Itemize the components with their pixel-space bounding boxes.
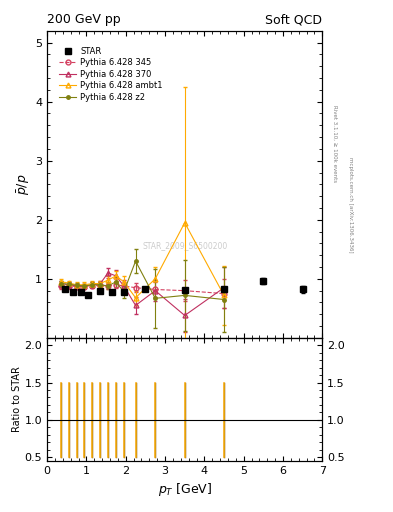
Text: Rivet 3.1.10, ≥ 100k events: Rivet 3.1.10, ≥ 100k events	[332, 105, 337, 182]
Y-axis label: Ratio to STAR: Ratio to STAR	[12, 367, 22, 432]
Text: STAR_2009_S6500200: STAR_2009_S6500200	[142, 241, 227, 250]
Y-axis label: $\bar{p}/p$: $\bar{p}/p$	[16, 174, 32, 195]
Text: Soft QCD: Soft QCD	[265, 13, 322, 26]
Legend: STAR, Pythia 6.428 345, Pythia 6.428 370, Pythia 6.428 ambt1, Pythia 6.428 z2: STAR, Pythia 6.428 345, Pythia 6.428 370…	[57, 44, 165, 104]
X-axis label: $p_T$ [GeV]: $p_T$ [GeV]	[158, 481, 212, 498]
Text: 200 GeV pp: 200 GeV pp	[47, 13, 121, 26]
Text: mcplots.cern.ch [arXiv:1306.3436]: mcplots.cern.ch [arXiv:1306.3436]	[348, 157, 353, 252]
